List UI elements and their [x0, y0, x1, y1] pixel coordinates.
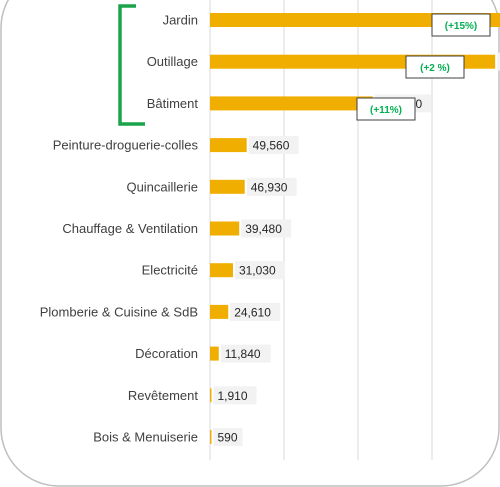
data-label: 39,480: [245, 222, 282, 236]
data-label: 31,030: [239, 264, 276, 278]
data-label-background: [497, 52, 500, 71]
bar: [210, 179, 245, 194]
bar-layer: [210, 13, 500, 444]
growth-annotation-box: [405, 55, 465, 79]
category-label: Bâtiment: [147, 96, 199, 111]
highlight-bracket: [118, 4, 145, 126]
growth-annotation: (+11%): [370, 105, 402, 116]
data-label-background: [213, 428, 243, 446]
category-label: Quincaillerie: [126, 179, 198, 194]
data-label: 24,610: [234, 305, 271, 319]
growth-annotation: (+2 %): [420, 63, 450, 74]
bar: [210, 96, 373, 111]
data-label-background: [241, 219, 292, 238]
category-label: Outillage: [147, 54, 198, 69]
category-label: Chauffage & Ventilation: [62, 221, 198, 236]
category-label: Jardin: [163, 13, 198, 28]
bar: [210, 430, 212, 444]
data-label-background: [220, 344, 271, 363]
data-label-background: [234, 261, 285, 280]
data-label: 49,560: [253, 139, 290, 153]
category-label: Plomberie & Cuisine & SdB: [40, 304, 198, 319]
bar: [210, 388, 212, 403]
bar: [210, 13, 500, 27]
bar: [210, 263, 233, 278]
growth-annotation-box: [356, 97, 416, 121]
data-label: 1,910: [218, 389, 248, 403]
data-label: 11,840: [225, 347, 261, 361]
data-label-background: [213, 386, 257, 405]
label-layer: Jardin507,900Outillage385,330Bâtiment219…: [40, 13, 500, 446]
category-label: Electricité: [142, 263, 198, 278]
category-label: Revêtement: [128, 388, 198, 403]
growth-annotation-box: [431, 13, 491, 37]
data-label-background: [246, 177, 297, 196]
bar: [210, 304, 229, 319]
bar: [210, 346, 219, 361]
category-label: Peinture-droguerie-colles: [53, 138, 199, 153]
data-label-background: [248, 136, 299, 155]
data-label-background: [230, 302, 281, 321]
data-label: 590: [218, 431, 238, 445]
data-label: 46,930: [251, 180, 288, 194]
bar: [210, 221, 240, 236]
category-label: Bois & Menuiserie: [93, 430, 198, 445]
growth-annotation: (+15%): [445, 21, 478, 32]
annotation-layer: (+15%) (+2 %) (+11%): [118, 4, 491, 126]
category-label: Décoration: [135, 346, 198, 361]
bar: [210, 138, 247, 153]
